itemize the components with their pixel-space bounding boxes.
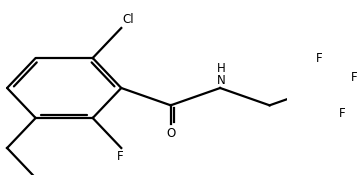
Text: H
N: H N [217, 62, 226, 87]
Text: F: F [351, 71, 357, 84]
Text: F: F [116, 150, 123, 163]
Text: O: O [166, 127, 175, 140]
Text: Cl: Cl [123, 13, 134, 26]
Text: F: F [316, 52, 322, 65]
Text: F: F [338, 107, 345, 120]
